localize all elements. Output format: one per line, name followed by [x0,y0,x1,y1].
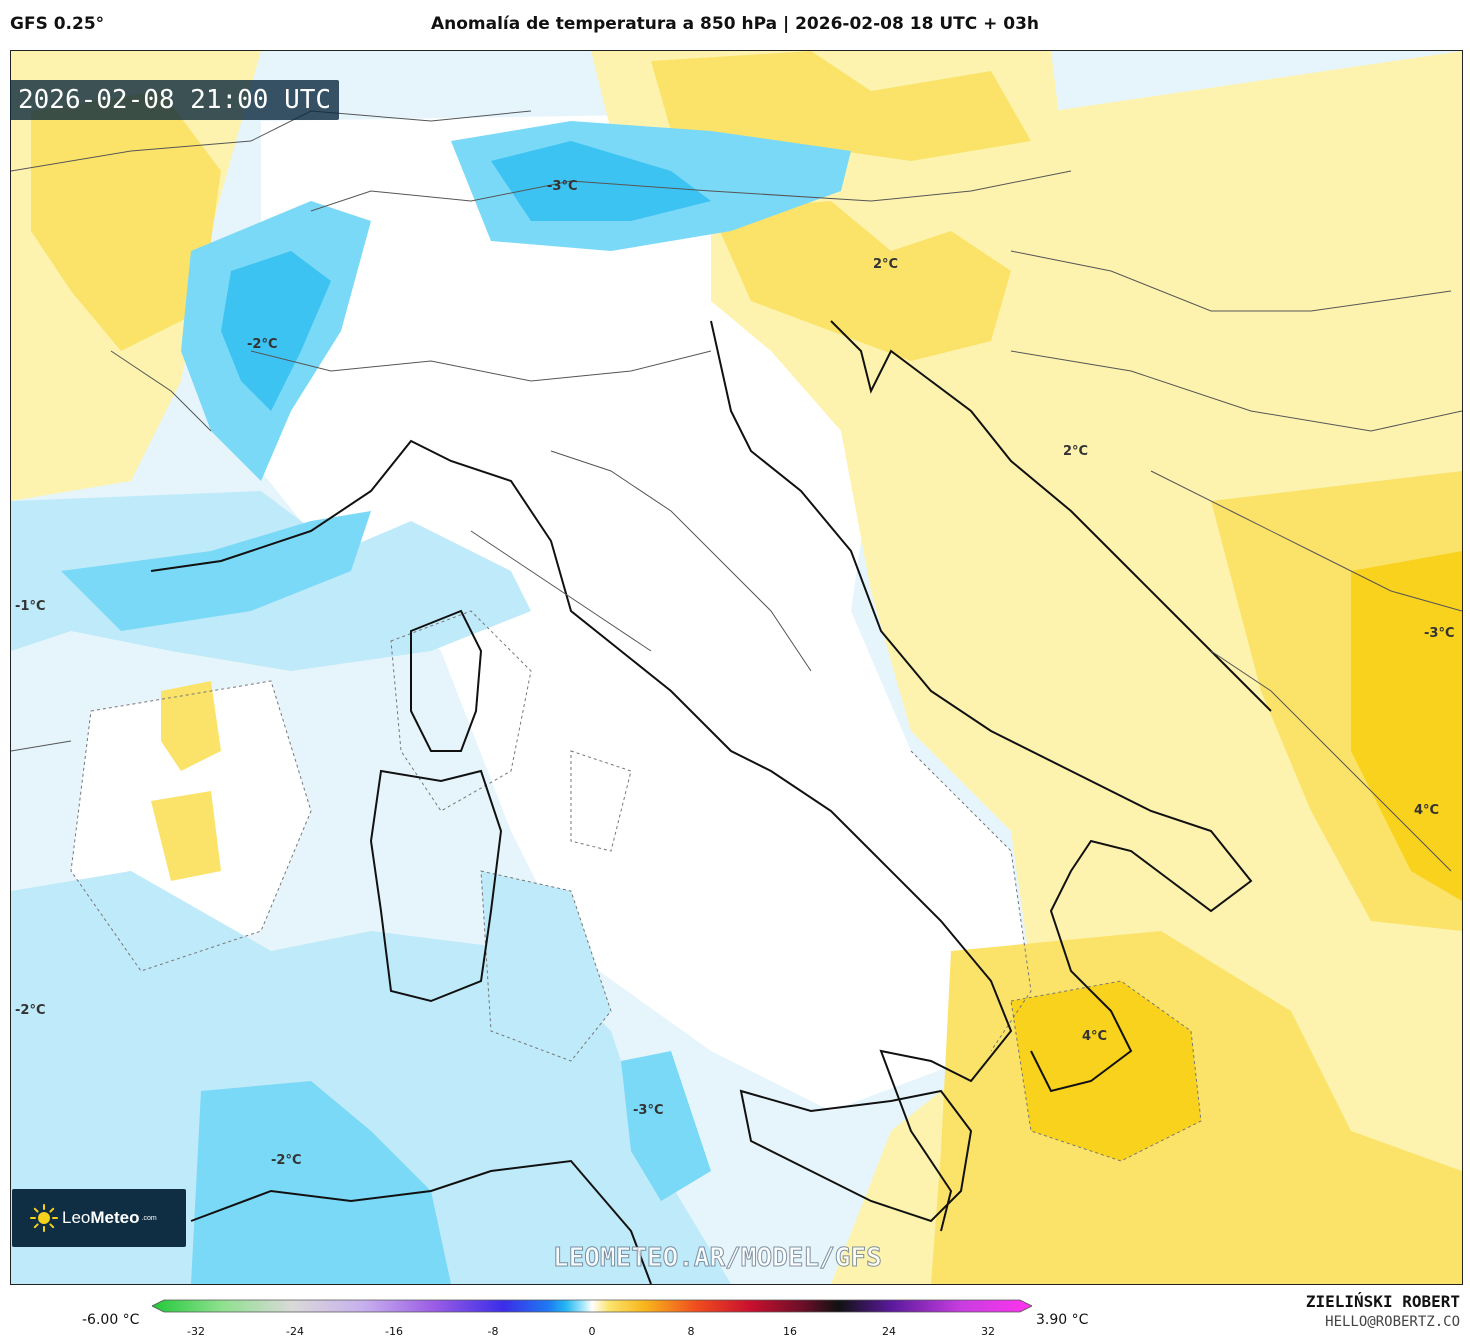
colorbar-tick-label: 8 [687,1325,695,1338]
watermark-url: LEOMETEO.AR/MODEL/GFS [553,1243,883,1274]
cold-alps-north-strong [491,141,711,221]
colorbar-tick-label: 0 [588,1325,596,1338]
cold-band-medium [61,511,371,631]
sicily-coast [739,1089,973,1223]
warm-patch-nw [31,91,221,351]
contour-label: 4°C [1082,1029,1108,1044]
cold-sardinia-east [481,871,611,1061]
contour-label: -3°C [1424,626,1455,641]
warm-patch-islet-2 [151,791,221,881]
contour-label: 4°C [1414,803,1440,818]
warm-patch-north [651,51,1031,161]
cold-south-medium [191,1081,451,1284]
model-label: GFS 0.25° [10,14,105,34]
colorbar-tick-label: 24 [882,1325,896,1338]
cold-sicily-west [621,1051,711,1201]
colorbar [152,1299,1032,1313]
colorbar-tick-label: 32 [981,1325,995,1338]
chart-title: Anomalía de temperatura a 850 hPa | 2026… [430,14,1040,34]
colorbar-tick-label: -32 [187,1325,205,1338]
colorbar-tick-label: -8 [487,1325,499,1338]
warm-patch-islet-1 [161,681,221,771]
warm-light-east [711,51,1462,1284]
sun-icon [30,1204,58,1232]
temperature-anomaly-map [11,51,1462,1284]
contour-label: -2°C [15,1003,46,1018]
colorbar-min-label: -6.00 °C [82,1312,140,1328]
africa-coast [190,1159,652,1284]
map-panel[interactable]: -3°C -2°C -1°C -2°C -2°C -3°C 2°C 2°C -3… [10,50,1463,1285]
contour-label: -1°C [15,599,46,614]
colorbar-tick-label: -16 [385,1325,403,1338]
author-name: ZIELIŃSKI ROBERT [1305,1292,1460,1311]
contour-label: -3°C [547,179,578,194]
contour-label: 2°C [1063,444,1089,459]
sardinia-coast [369,769,503,1003]
colorbar-max-label: 3.90 °C [1036,1312,1089,1328]
contour-label: -3°C [633,1103,664,1118]
contour-lines [70,610,1202,1162]
leometeo-logo[interactable]: LeoMeteo .com [12,1189,186,1247]
coastlines [150,320,1272,1284]
colorbar-tick-label: 16 [783,1325,797,1338]
borders [11,110,1462,872]
contour-label: 2°C [873,257,899,272]
contour-label: -2°C [247,337,278,352]
corsica-coast [410,609,483,752]
warm-patch-balkans-core [1351,551,1462,901]
cold-alps-strong [221,251,331,411]
logo-text: LeoMeteo .com [62,1208,157,1227]
warm-patch-slovenia [711,201,1011,361]
contour-label: -2°C [271,1153,302,1168]
author-email[interactable]: HELLO@ROBERTZ.CO [1325,1314,1460,1330]
valid-time-badge: 2026-02-08 21:00 UTC [10,80,340,120]
colorbar-tick-label: -24 [286,1325,304,1338]
